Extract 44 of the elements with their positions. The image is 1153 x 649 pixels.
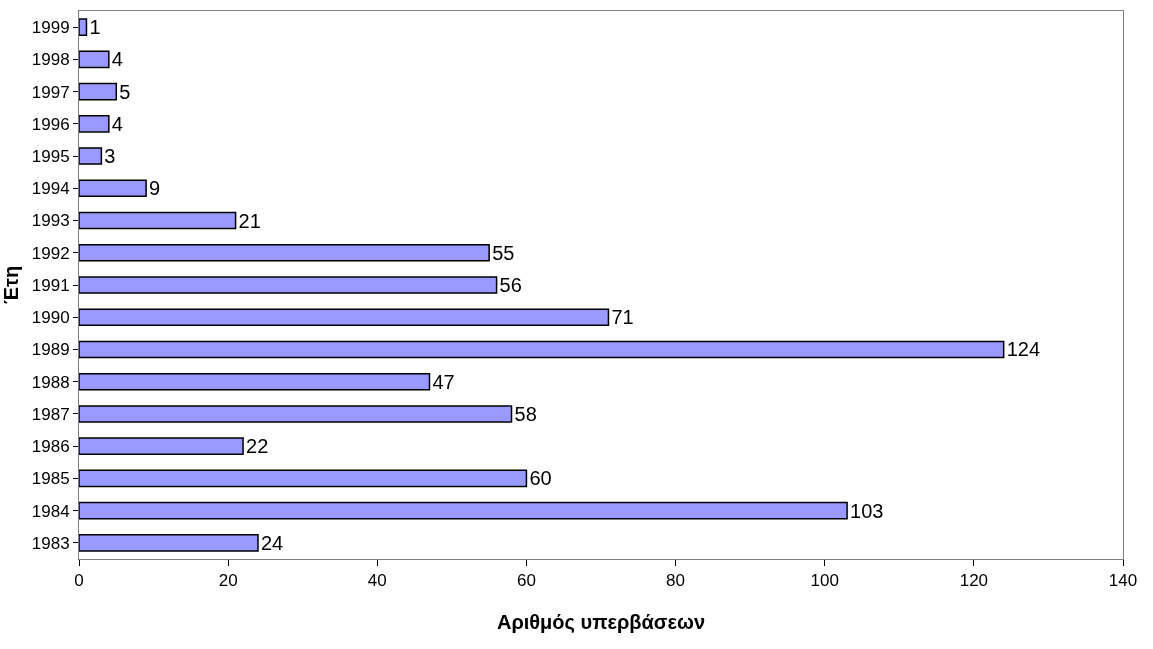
y-tick-label: 1997 bbox=[31, 82, 70, 102]
y-tick-label: 1986 bbox=[31, 437, 70, 457]
y-axis-title: Έτη bbox=[0, 265, 22, 305]
data-label: 3 bbox=[104, 145, 116, 168]
data-label: 56 bbox=[499, 274, 522, 296]
x-tick-label: 80 bbox=[666, 571, 686, 591]
x-tick-label: 120 bbox=[959, 571, 989, 591]
y-tick-label: 1999 bbox=[31, 18, 70, 38]
x-tick-label: 0 bbox=[74, 571, 84, 591]
y-tick-label: 1983 bbox=[31, 533, 70, 553]
data-label: 47 bbox=[432, 370, 455, 393]
data-label: 71 bbox=[611, 306, 634, 329]
y-tick-label: 1987 bbox=[31, 404, 70, 424]
data-label: 124 bbox=[1006, 338, 1041, 361]
y-tick-label: 1995 bbox=[31, 147, 70, 167]
y-tick-label: 1989 bbox=[31, 340, 70, 360]
y-tick-label: 1994 bbox=[31, 179, 70, 199]
x-axis-title: Αριθμός υπερβάσεων bbox=[496, 610, 706, 633]
y-tick-label: 1998 bbox=[31, 50, 70, 70]
x-tick-label: 100 bbox=[810, 571, 839, 591]
data-label: 58 bbox=[514, 402, 537, 425]
data-label: 21 bbox=[238, 209, 261, 232]
x-tick-label: 140 bbox=[1108, 571, 1138, 591]
x-tick-label: 60 bbox=[516, 571, 536, 591]
data-label: 22 bbox=[246, 435, 269, 458]
data-label: 55 bbox=[492, 241, 515, 264]
y-tick-label: 1985 bbox=[31, 469, 70, 489]
y-tick-label: 1996 bbox=[31, 114, 70, 134]
data-label: 1 bbox=[89, 16, 101, 39]
x-tick-label: 40 bbox=[367, 571, 387, 591]
y-tick-label: 1990 bbox=[31, 308, 70, 328]
data-label: 103 bbox=[850, 499, 884, 522]
x-tick-label: 20 bbox=[218, 571, 238, 591]
data-label: 5 bbox=[119, 80, 131, 103]
data-label: 4 bbox=[111, 48, 123, 71]
y-tick-label: 1988 bbox=[31, 372, 70, 392]
data-label: 60 bbox=[529, 467, 552, 490]
y-tick-label: 1991 bbox=[31, 275, 70, 295]
y-tick-label: 1992 bbox=[31, 243, 70, 263]
y-tick-label: 1993 bbox=[31, 211, 70, 231]
data-label: 4 bbox=[111, 112, 123, 135]
data-label: 24 bbox=[260, 531, 284, 554]
y-tick-label: 1984 bbox=[31, 501, 70, 521]
data-label: 9 bbox=[149, 177, 161, 200]
